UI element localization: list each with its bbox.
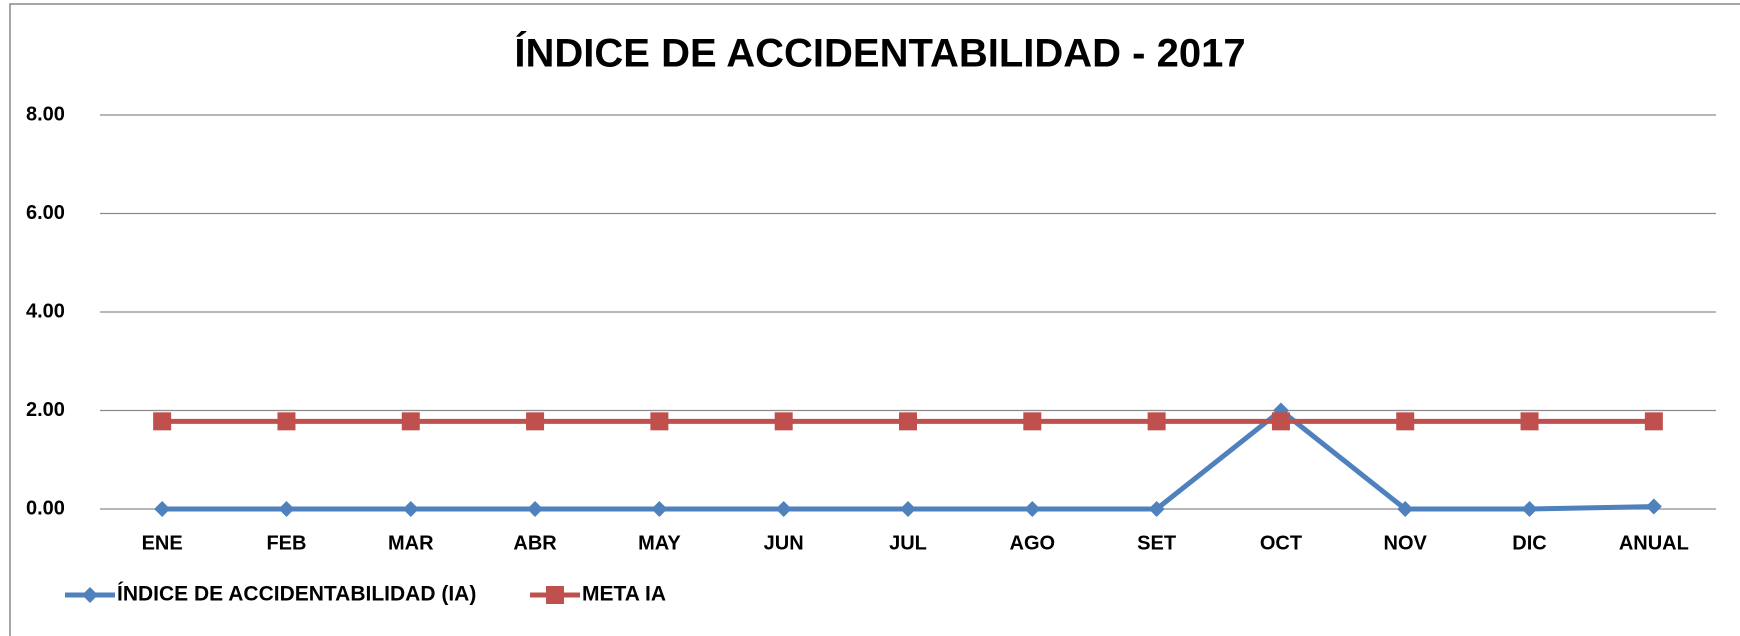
legend-marker [82, 587, 98, 603]
x-tick-label: ANUAL [1619, 532, 1689, 554]
x-tick-label: JUN [764, 532, 804, 554]
data-point [1645, 498, 1662, 515]
x-tick-label: JUL [889, 532, 927, 554]
y-tick-label: 0.00 [26, 497, 65, 519]
x-tick-label: SET [1137, 532, 1176, 554]
data-point [650, 412, 669, 431]
chart-title: ÍNDICE DE ACCIDENTABILIDAD - 2017 [514, 31, 1245, 76]
data-point [1397, 501, 1414, 517]
chart-frame [9, 3, 1740, 636]
x-tick-label: FEB [266, 532, 306, 554]
data-point [1521, 501, 1538, 517]
x-tick-label: ABR [513, 532, 557, 554]
x-tick-label: OCT [1260, 532, 1302, 554]
data-point [651, 501, 668, 517]
data-point [1644, 412, 1663, 431]
x-tick-label: ENE [142, 532, 183, 554]
data-point [527, 501, 544, 517]
x-tick-label: MAY [638, 532, 681, 554]
x-tick-label: DIC [1512, 532, 1546, 554]
data-point [526, 412, 545, 431]
data-point [900, 501, 916, 517]
data-point [1396, 412, 1415, 431]
legend-label: META IA [582, 583, 666, 606]
data-point [277, 412, 296, 431]
data-point [1271, 412, 1290, 431]
data-point [1147, 412, 1166, 431]
y-tick-label: 8.00 [26, 103, 65, 125]
data-point [153, 412, 172, 431]
legend-marker [546, 586, 564, 604]
x-tick-label: NOV [1384, 532, 1428, 554]
data-point [1023, 412, 1042, 431]
legend-label: ÍNDICE DE ACCIDENTABILIDAD (IA) [117, 583, 476, 606]
y-tick-label: 4.00 [26, 300, 65, 322]
data-point [154, 501, 171, 517]
data-point [278, 501, 295, 517]
data-point [1024, 501, 1041, 517]
data-point [1148, 501, 1165, 517]
data-point [775, 501, 792, 517]
data-point [401, 412, 420, 431]
data-point [402, 501, 419, 517]
data-point [899, 412, 917, 431]
x-tick-label: AGO [1010, 532, 1056, 554]
y-tick-label: 2.00 [26, 399, 65, 421]
data-point [1520, 412, 1539, 431]
x-tick-label: MAR [388, 532, 434, 554]
y-tick-label: 6.00 [26, 202, 65, 224]
data-point [774, 412, 793, 431]
